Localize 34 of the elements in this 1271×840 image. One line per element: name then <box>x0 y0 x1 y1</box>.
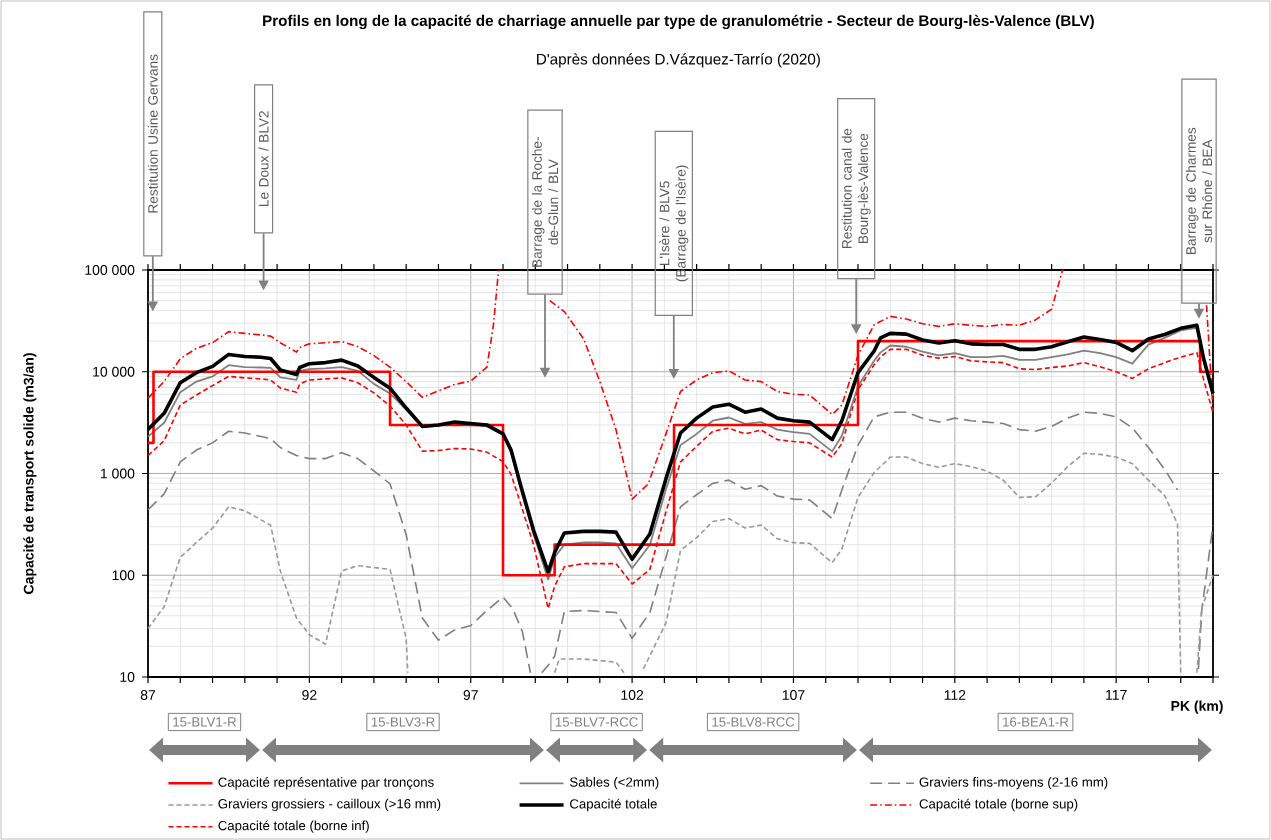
legend-label: Graviers grossiers - cailloux (>16 mm) <box>218 798 441 812</box>
x-tick-label: 112 <box>944 690 966 700</box>
text: Restitution canal de Bourg-lès-Valence <box>841 128 871 248</box>
y-tick-label: 1 000 <box>100 468 135 479</box>
chart-title: Profils en long de la capacité de charriage annuelle par type de granulométrie - Secteur de Bourg-lès-Valence (BLV) <box>263 14 1094 30</box>
y-tick-label: 100 000 <box>85 265 135 275</box>
text: Restitution Usine Gervans <box>147 54 158 213</box>
x-axis-title: PK (km) <box>1171 700 1223 714</box>
y-tick-label: 10 000 <box>93 366 135 377</box>
text: 15-BLV3-R <box>371 717 435 727</box>
legend-label: Capacité totale (borne inf) <box>218 820 369 833</box>
text: Le Doux / BLV2 <box>258 111 269 206</box>
legend-label: Capacité totale (borne sup) <box>919 798 1078 812</box>
x-tick-label: 107 <box>782 690 805 700</box>
y-tick-label: 10 <box>120 672 135 682</box>
x-tick-label: 87 <box>140 690 156 700</box>
legend-label: Capacité représentative par tronçons <box>218 776 434 790</box>
x-tick-label: 92 <box>302 690 317 700</box>
text: 15-BLV8-RCC <box>712 717 795 727</box>
text: 15-BLV1-R <box>173 717 237 727</box>
chart-subtitle: D'après données D.Vázquez-Tarrío (2020) <box>537 53 820 68</box>
text: Barrage de la Roche-de-Glun / BLV <box>531 137 559 267</box>
annotation: L'Isère / BLV5 (Barrage de l'Isère) <box>659 165 689 282</box>
legend-label: Sables (<2mm) <box>569 777 659 790</box>
x-tick-label: 97 <box>463 690 478 700</box>
text: Barrage de Charmes sur Rhône / BEA <box>1185 127 1213 254</box>
y-tick-label: 100 <box>112 570 135 581</box>
y-axis-title: Capacité de transport solide (m3/an) <box>23 353 37 594</box>
x-tick-label: 117 <box>1106 690 1127 700</box>
legend-label: Graviers fins-moyens (2-16 mm) <box>919 777 1108 790</box>
x-tick-label: 102 <box>621 690 644 700</box>
legend-label: Capacité totale <box>570 798 657 812</box>
text: 16-BEA1-R <box>1003 717 1069 727</box>
text: 15-BLV7-RCC <box>555 717 638 727</box>
